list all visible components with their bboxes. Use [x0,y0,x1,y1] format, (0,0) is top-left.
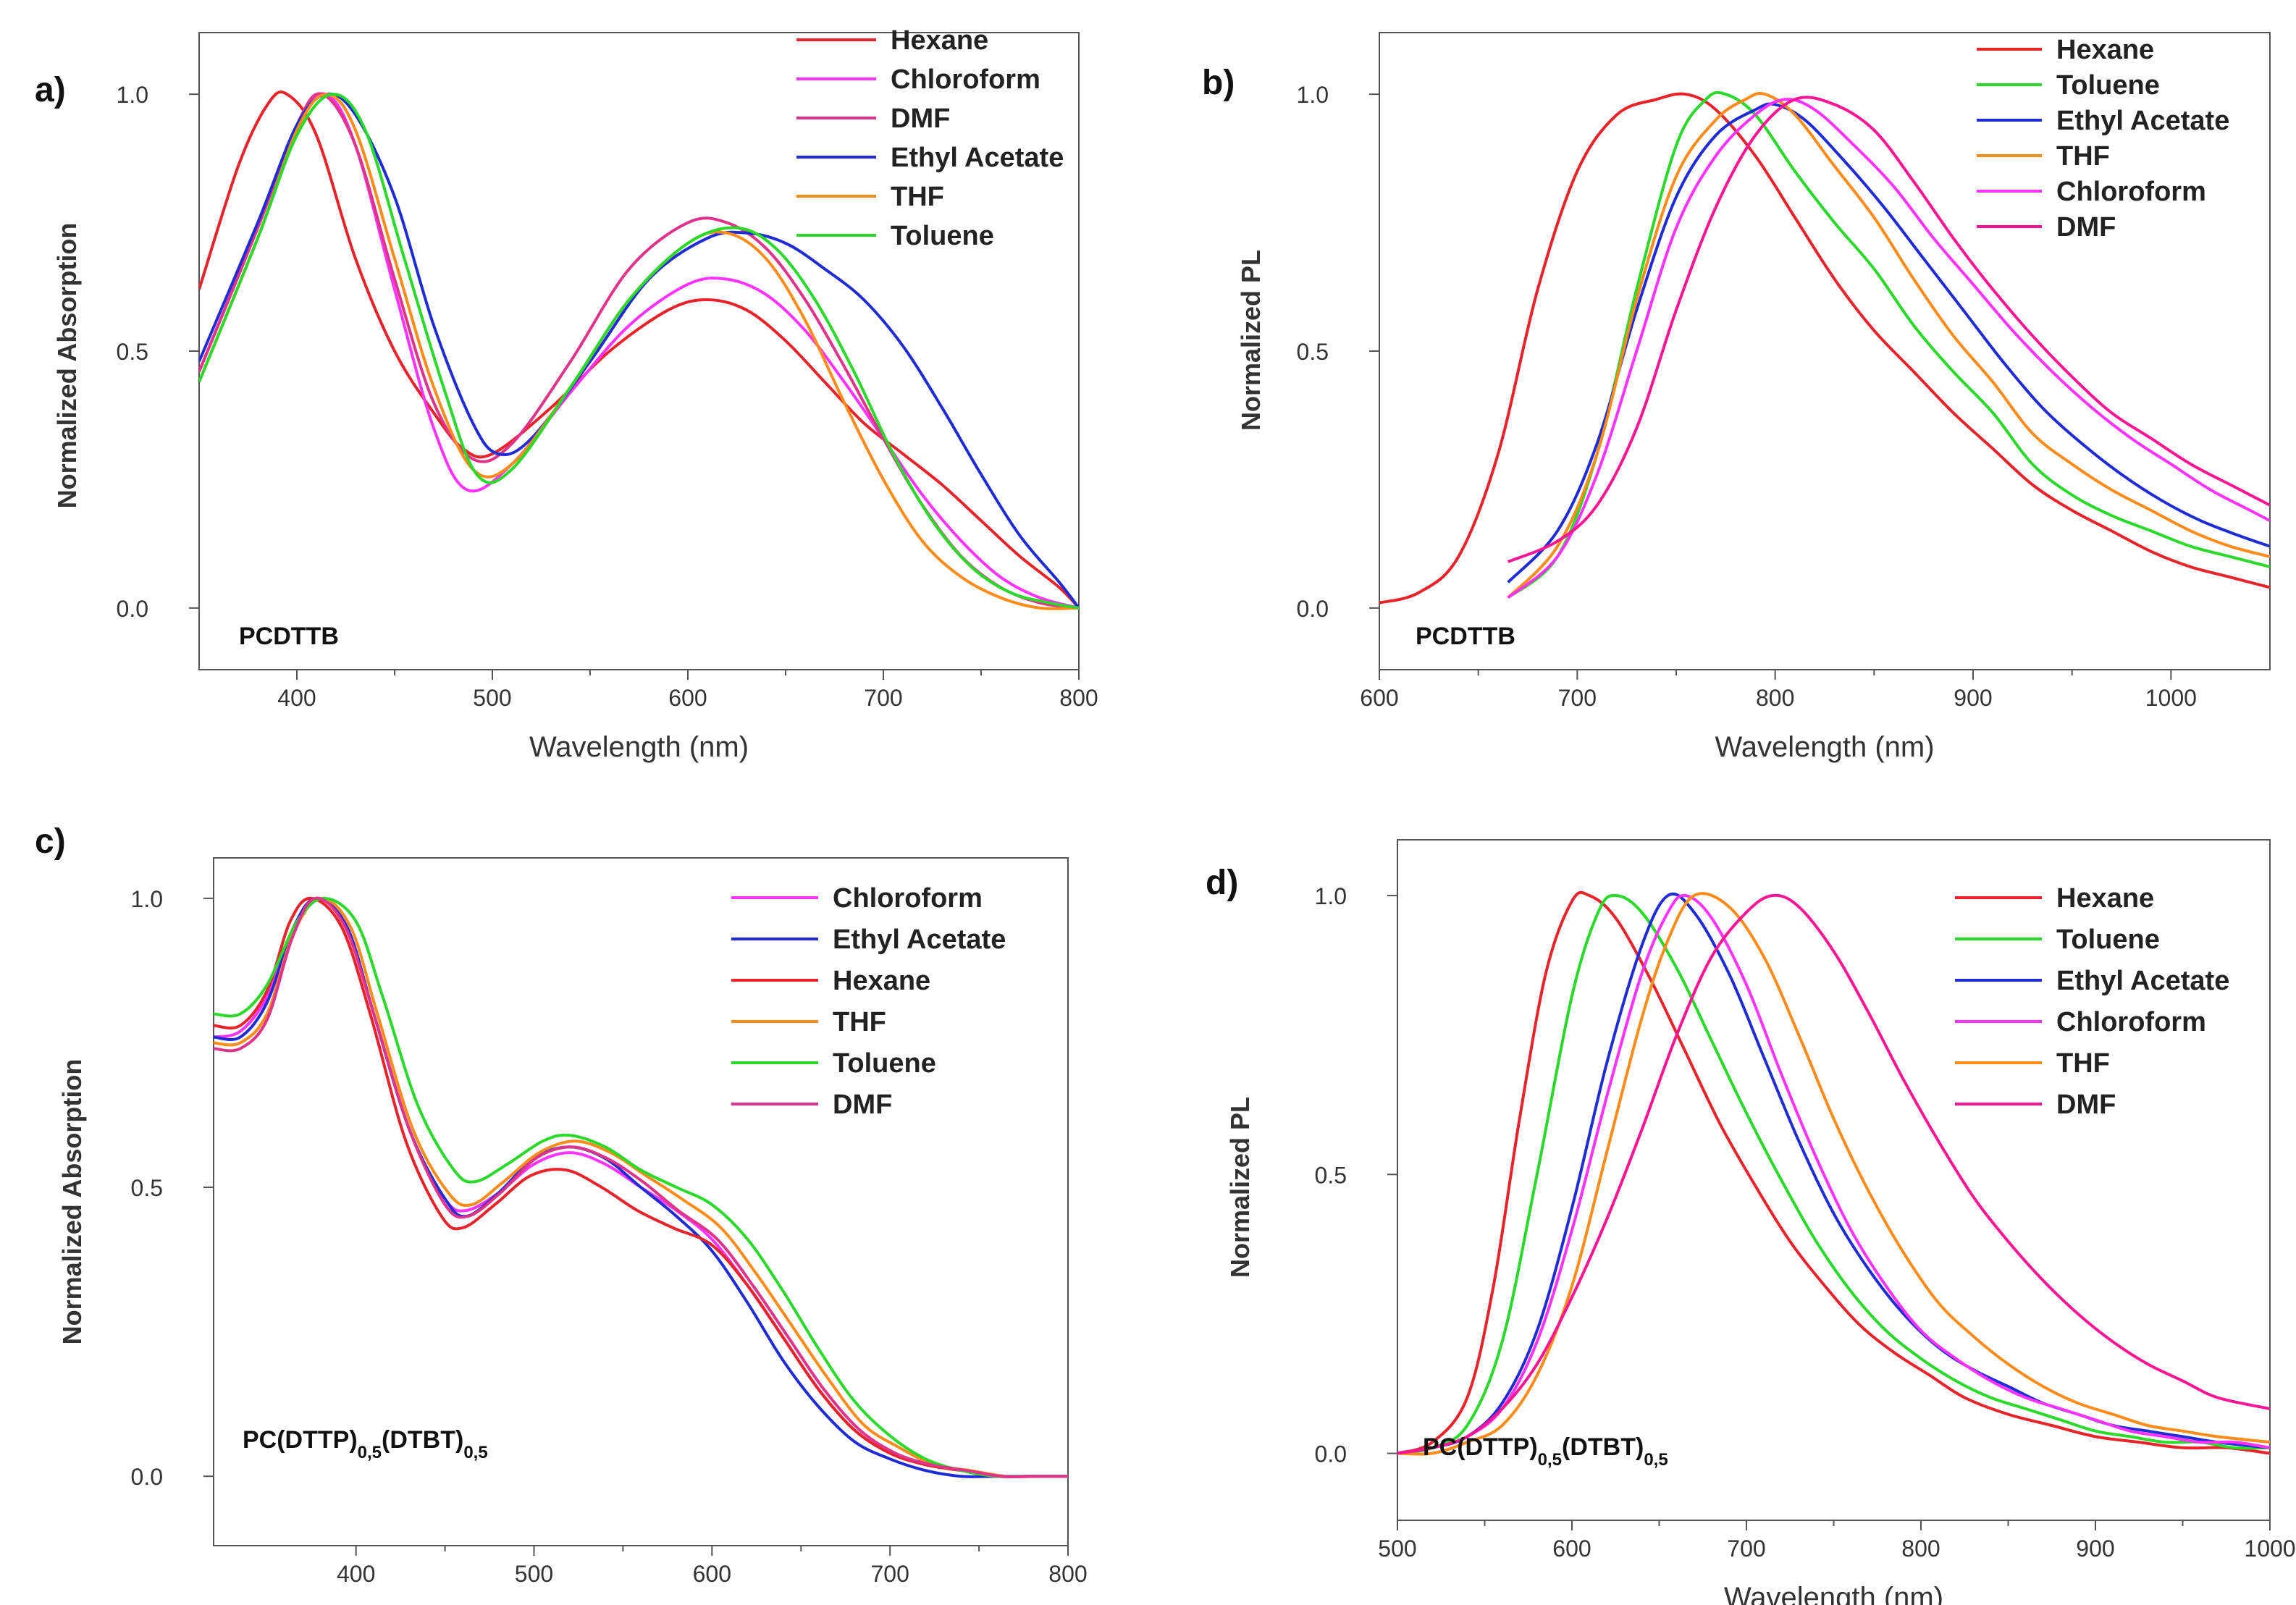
series-line-ethyl-acetate [214,896,1068,1478]
legend-entry: Toluene [2056,70,2160,101]
y-tick-label: 0.0 [1297,596,1329,622]
y-tick-label: 1.0 [1297,82,1329,108]
x-tick-label: 400 [337,1561,375,1587]
panel-label: c) [35,822,66,861]
compound-annotation: PCDTTB [1416,623,1515,650]
x-axis-label: Wavelength (nm) [1715,731,1934,763]
y-tick-label: 0.0 [131,1464,163,1490]
series-line-dmf [1507,96,2270,563]
x-tick-label: 700 [864,685,902,711]
legend-entry: THF [2056,141,2110,172]
panel-label: d) [1206,864,1238,902]
legend-entry: DMF [2056,212,2116,243]
y-tick-label: 1.0 [131,886,163,912]
panel-b: 600 700 800 900 1000 0.0 0.5 1.0 Wavelength (nm)… [1202,32,2271,763]
legend-entry: DMF [891,104,950,134]
x-axis-label: Wavelength (nm) [1724,1582,1943,1605]
series-line-toluene [199,93,1079,610]
x-tick-label: 600 [668,685,707,711]
legend-entry: THF [833,1007,886,1037]
series-line-chloroform [1397,893,2270,1455]
x-tick-label: 800 [1048,1561,1087,1587]
series-line-ethyl-acetate [1507,102,2270,584]
legend-entry: Hexane [891,25,988,56]
y-tick-label: 0.0 [117,596,148,622]
x-tick-label: 900 [2076,1536,2114,1562]
legend-entry: DMF [2056,1090,2116,1120]
y-axis-label: Normalized Absorption [57,1059,87,1345]
y-axis-label: Normalized PL [1225,1097,1255,1278]
plot-frame [213,857,1069,1546]
x-tick-label: 700 [1558,685,1597,711]
series-line-toluene [1507,90,2270,599]
series-line-hexane [1397,890,2270,1455]
legend-entry: Toluene [833,1048,936,1079]
x-tick-label: 800 [1059,685,1098,711]
x-tick-label: 1000 [2145,685,2197,711]
x-tick-label: 600 [693,1561,731,1587]
x-tick-label: 900 [1954,685,1992,711]
legend-entry: Hexane [833,966,930,996]
panel-d: 500 600 700 800 900 1000 0.0 0.5 1.0 Wavelength (… [1206,839,2296,1605]
legend-entry: THF [891,182,944,212]
legend-entry: Ethyl Acetate [833,924,1006,955]
compound-annotation: PC(DTTP)0,5(DTBT)0,5 [1423,1433,1668,1470]
series-line-toluene [1397,893,2270,1455]
x-tick-label: 500 [473,685,511,711]
y-axis-label: Normalized PL [1236,250,1266,431]
series-line-toluene [214,896,1068,1478]
x-tick-label: 1000 [2244,1536,2295,1562]
x-tick-label: 800 [1756,685,1794,711]
legend-entry: Chloroform [2056,1007,2206,1037]
x-tick-label: 500 [515,1561,553,1587]
x-axis-label: Wavelength (nm) [529,731,749,763]
legend-entry: Chloroform [2056,177,2206,207]
x-tick-label: 600 [1552,1536,1591,1562]
legend-entry: Chloroform [891,64,1040,95]
panel-a: 400 500 600 700 800 0.0 0.5 1.0 Wavelength (nm) N… [35,25,1098,763]
y-tick-label: 0.5 [117,339,148,365]
series-line-thf [1397,892,2270,1456]
y-tick-label: 1.0 [117,82,148,108]
y-axis-label: Normalized Absorption [52,223,82,509]
series-line-hexane [214,896,1068,1478]
legend-entry: Toluene [2056,924,2160,955]
legend-entry: Ethyl Acetate [891,143,1064,173]
compound-annotation: PCDTTB [239,623,339,650]
y-tick-label: 0.0 [1315,1441,1347,1467]
legend-entry: DMF [833,1090,892,1120]
series-line-dmf [1397,893,2270,1455]
x-tick-label: 600 [1360,685,1398,711]
legend-entry: THF [2056,1048,2110,1079]
series-line-thf [1507,91,2270,599]
series-line-dmf [214,896,1068,1478]
legend-entry: Ethyl Acetate [2056,966,2229,996]
x-tick-label: 800 [1901,1536,1940,1562]
legend-entry: Chloroform [833,883,983,914]
y-tick-label: 1.0 [1315,883,1347,909]
panel-label: a) [35,71,66,109]
series-line-chloroform [1507,98,2270,599]
legend-entry: Hexane [2056,883,2154,914]
panel-label: b) [1202,64,1235,102]
legend-entry: Toluene [891,221,994,251]
y-tick-label: 0.5 [1297,339,1329,365]
y-tick-label: 0.5 [131,1175,163,1201]
y-tick-label: 0.5 [1315,1162,1347,1188]
legend-entry: Hexane [2056,35,2154,65]
legend-entry: Ethyl Acetate [2056,106,2229,136]
x-tick-label: 700 [870,1561,909,1587]
compound-annotation: PC(DTTP)0,5(DTBT)0,5 [243,1426,488,1462]
x-tick-label: 400 [277,685,316,711]
series-line-hexane [1379,92,2270,604]
x-tick-label: 700 [1727,1536,1765,1562]
x-tick-label: 500 [1378,1536,1416,1562]
